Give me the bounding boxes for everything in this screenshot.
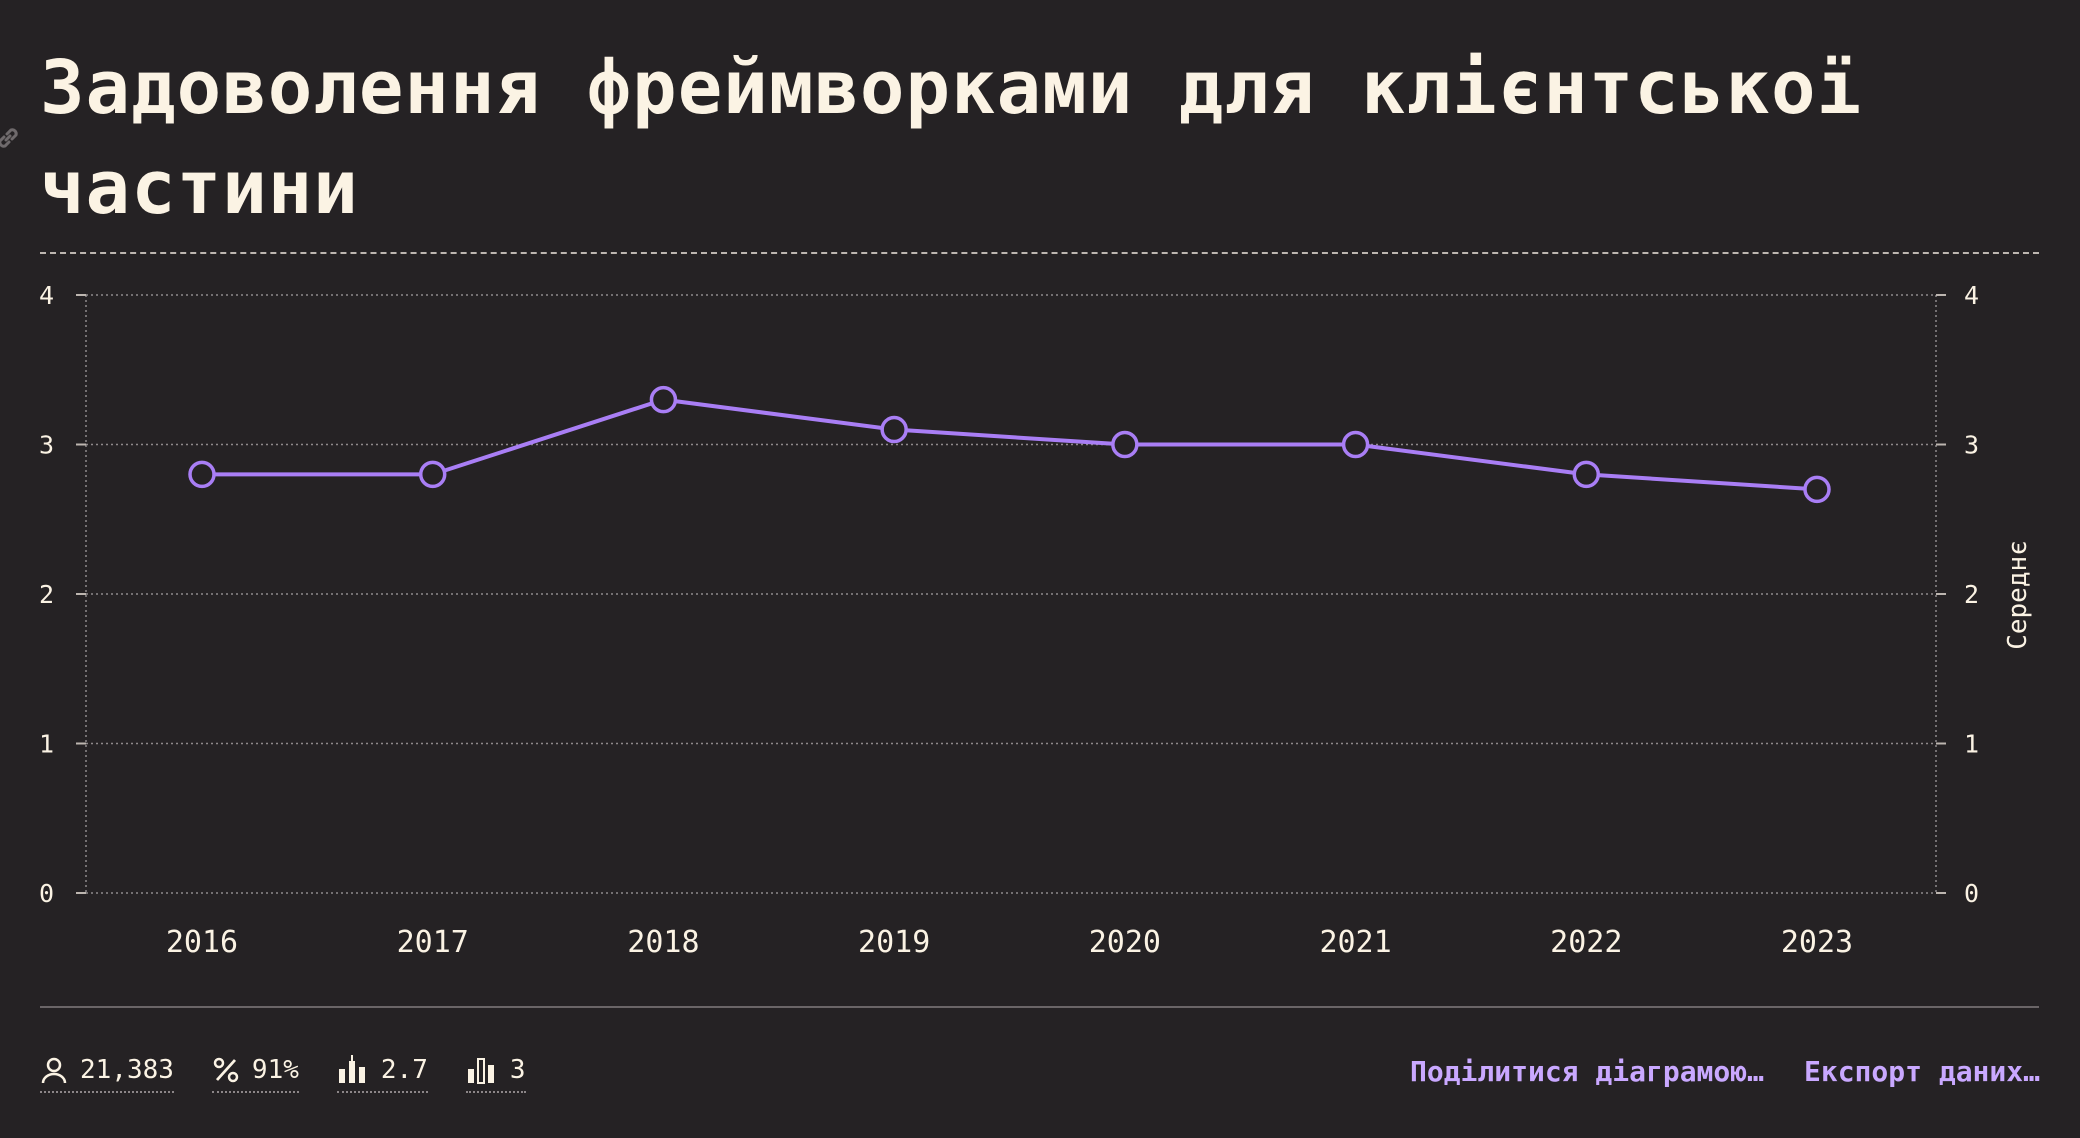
x-tick-label: 2023 [1781,925,1853,960]
x-tick-label: 2019 [858,925,930,960]
x-tick-label: 2016 [166,925,238,960]
x-tick-label: 2017 [397,925,469,960]
rank-value: 3 [510,1055,526,1085]
link-icon[interactable] [0,124,22,152]
y-tick-label-left: 4 [39,281,54,310]
percent-icon [212,1056,240,1084]
y-tick-label-left: 2 [39,580,54,609]
average-bars-icon [337,1055,369,1085]
y-tick-label-right: 1 [1964,730,1979,759]
y-tick-label-right: 3 [1964,431,1979,460]
data-point [882,418,906,442]
y-tick-label-left: 1 [39,730,54,759]
average-stat[interactable]: 2.7 [337,1055,428,1093]
share-chart-link[interactable]: Поділитися діаграмою… [1410,1055,1764,1094]
data-point [190,462,214,486]
y-axis-label: Середнє [2003,540,2033,650]
x-tick-label: 2020 [1089,925,1161,960]
respondents-value: 21,383 [80,1055,174,1085]
y-tick-label-right: 4 [1964,281,1979,310]
series-points [190,388,1829,502]
y-tick-label-left: 3 [39,431,54,460]
footer-divider [40,1006,2039,1008]
data-point [421,462,445,486]
rank-stat[interactable]: 3 [466,1055,526,1093]
line-chart: 0 0 1 1 2 2 3 3 4 4 2016 2017 2018 2019 2020 2021 2022 20… [0,270,2080,970]
data-point [1805,477,1829,501]
y-tick-label-right: 2 [1964,580,1979,609]
respondents-stat[interactable]: 21,383 [40,1055,174,1093]
title-divider [40,252,2039,254]
axes: 0 0 1 1 2 2 3 3 4 4 2016 2017 2018 2019 2020 2021 2022 20… [39,281,1979,960]
y-tick-label-left: 0 [39,879,54,908]
data-point [651,388,675,412]
data-point [1113,433,1137,457]
chart-actions: Поділитися діаграмою… Експорт даних… [1410,1052,2040,1096]
y-tick-label-right: 0 [1964,879,1979,908]
data-point [1574,462,1598,486]
data-point [1344,433,1368,457]
export-data-link[interactable]: Експорт даних… [1804,1055,2040,1094]
chart-title: Задоволення фреймворками для клієнтської… [40,38,2030,238]
x-tick-label: 2022 [1550,925,1622,960]
grid [86,295,1936,893]
x-tick-label: 2018 [627,925,699,960]
percent-value: 91% [252,1055,299,1085]
x-tick-label: 2021 [1319,925,1391,960]
rank-bars-icon [466,1055,498,1085]
average-value: 2.7 [381,1055,428,1085]
stats-bar: 21,383 91% 2.7 3 [40,1052,526,1096]
user-icon [40,1056,68,1084]
percent-stat[interactable]: 91% [212,1055,299,1093]
